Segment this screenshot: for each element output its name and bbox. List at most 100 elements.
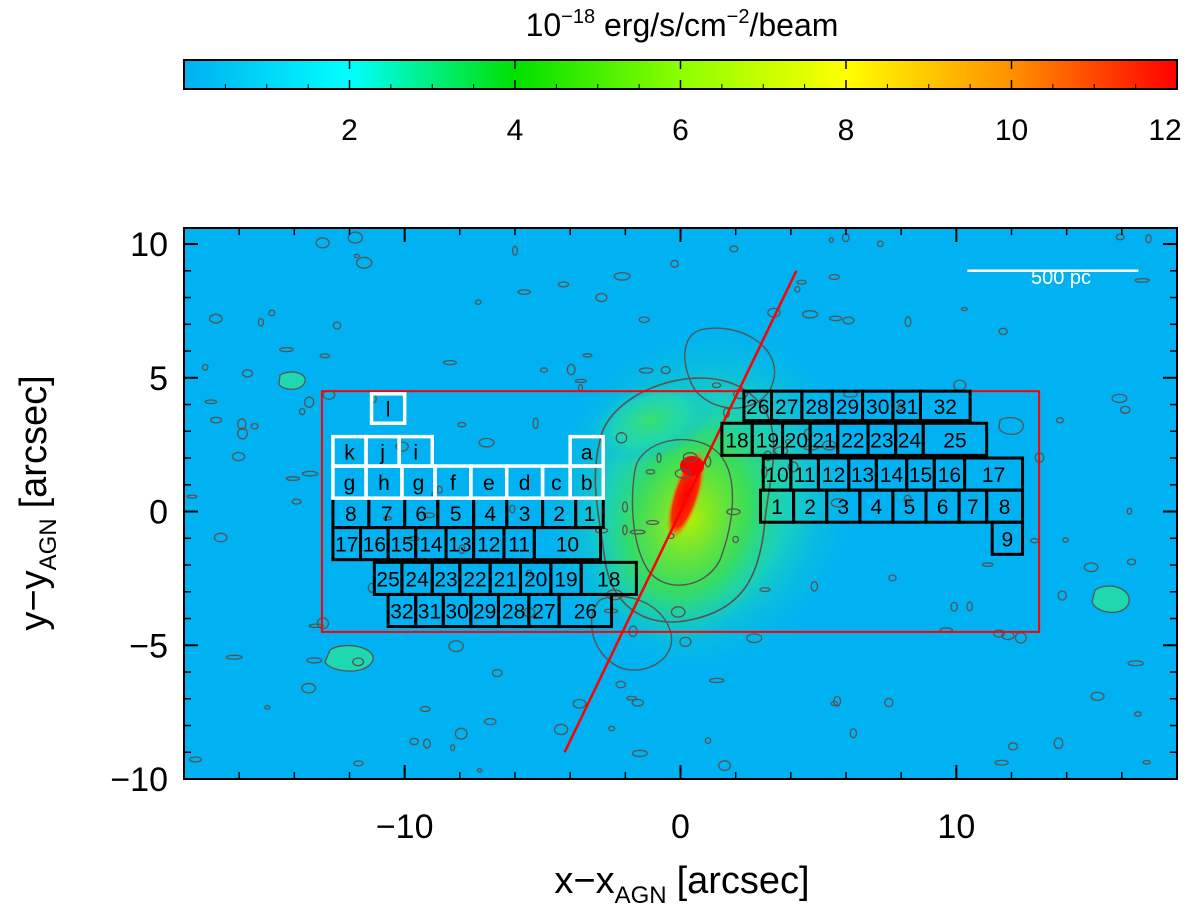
- colorbar-tick-label: 10: [995, 114, 1028, 147]
- colorbar-title: 10−18 erg/s/cm−2/beam: [526, 6, 839, 43]
- aperture-box-label: 8: [999, 496, 1011, 519]
- colorbar-tick-label: 6: [672, 114, 689, 147]
- aperture-box-label: 18: [597, 568, 620, 591]
- aperture-box-label: 4: [870, 496, 882, 519]
- noise-contour: [981, 562, 994, 567]
- aperture-box-label: 14: [419, 534, 443, 557]
- noise-contour: [448, 640, 464, 653]
- aperture-box-label: 2: [804, 496, 816, 519]
- noise-contour: [638, 316, 650, 324]
- noise-contour: [711, 382, 722, 389]
- aperture-box-label: 32: [934, 396, 957, 419]
- noise-contour: [631, 698, 644, 707]
- noise-contour: [231, 451, 246, 462]
- noise-contour: [201, 363, 209, 371]
- noise-contour: [674, 468, 691, 479]
- aperture-box-label: b: [581, 472, 593, 495]
- noise-contour: [1126, 507, 1133, 515]
- noise-contour: [189, 756, 203, 763]
- noise-contour: [213, 532, 228, 543]
- noise-contour: [474, 299, 482, 306]
- noise-contour: [1126, 558, 1137, 566]
- aperture-box-label: g: [344, 472, 356, 495]
- aperture-box-label: 19: [554, 568, 577, 591]
- noise-contour: [638, 367, 654, 374]
- noise-contour: [566, 363, 576, 376]
- contour-line: [590, 595, 673, 671]
- aperture-box-label: 4: [484, 503, 496, 526]
- noise-contour: [1111, 393, 1128, 404]
- noise-contour: [539, 367, 549, 373]
- noise-contour: [1133, 711, 1142, 717]
- noise-contour: [679, 636, 692, 648]
- aperture-box-label: 31: [895, 396, 918, 419]
- noise-contour: [704, 737, 712, 745]
- noise-contour: [796, 279, 807, 285]
- noise-contour: [476, 767, 483, 773]
- region-rectangle: [320, 390, 1041, 633]
- aperture-box-label: 7: [381, 503, 393, 526]
- aperture-box-label: 3: [837, 496, 849, 519]
- colorbar-tick-label: 8: [838, 114, 855, 147]
- noise-contour: [1145, 234, 1152, 244]
- noise-contour: [626, 695, 637, 701]
- aperture-box-label: g: [413, 472, 425, 495]
- noise-contour: [888, 574, 897, 582]
- noise-contour: [726, 508, 741, 516]
- emission-arm: [582, 375, 718, 465]
- noise-contour: [419, 705, 431, 713]
- x-tick-label: −10: [376, 808, 434, 846]
- noise-contour: [553, 723, 569, 736]
- noise-contour: [732, 535, 740, 544]
- aperture-box-label: 28: [502, 600, 525, 623]
- noise-contour: [607, 725, 616, 732]
- noise-contour: [407, 535, 420, 542]
- aperture-box-label: 11: [794, 464, 816, 487]
- noise-contour: [950, 601, 958, 612]
- noise-contour: [1127, 660, 1144, 667]
- noise-contour: [830, 700, 839, 707]
- aperture-box-label: 12: [477, 534, 500, 557]
- noise-contour: [291, 498, 302, 505]
- aperture-box-label: 32: [390, 600, 413, 623]
- noise-contour: [830, 498, 847, 508]
- aperture-box-label: 30: [866, 396, 889, 419]
- noise-contour: [595, 292, 608, 303]
- noise-contour: [842, 316, 855, 325]
- noise-contour: [613, 271, 631, 281]
- noise-contour: [1055, 417, 1065, 424]
- aperture-box-label: 19: [756, 429, 779, 452]
- contour-line: [594, 377, 775, 623]
- noise-contour: [457, 421, 467, 428]
- noise-contour: [1090, 691, 1105, 702]
- aperture-box-label: i: [413, 441, 418, 464]
- aperture-box: [369, 392, 407, 426]
- noise-contour: [582, 353, 593, 358]
- aperture-box-label: 27: [775, 396, 798, 419]
- noise-contour: [631, 749, 648, 758]
- aperture-box-label: 5: [450, 503, 462, 526]
- aperture-box-label: 22: [463, 568, 486, 591]
- noise-contour: [828, 273, 840, 281]
- noise-contours: [186, 231, 1152, 773]
- noise-contour: [803, 428, 813, 441]
- noise-contour: [1053, 737, 1064, 750]
- aperture-box: [921, 421, 989, 457]
- aperture-box-label: 13: [448, 534, 471, 557]
- noise-contour: [622, 524, 628, 536]
- noise-contour: [572, 698, 587, 709]
- noise-contour: [355, 256, 373, 269]
- aperture-box-label: 14: [880, 464, 904, 487]
- noise-contour: [903, 494, 912, 504]
- contour-line: [631, 438, 734, 586]
- y-tick-label: 5: [149, 360, 168, 398]
- noise-contour: [787, 461, 799, 473]
- noise-contour: [960, 306, 969, 312]
- aperture-box-label: 21: [494, 568, 517, 591]
- noise-contour: [822, 440, 837, 451]
- y-axis-ticks: 10 5 0 −5 −10: [110, 226, 1177, 799]
- noise-contour: [682, 452, 698, 463]
- noise-contour: [382, 516, 393, 521]
